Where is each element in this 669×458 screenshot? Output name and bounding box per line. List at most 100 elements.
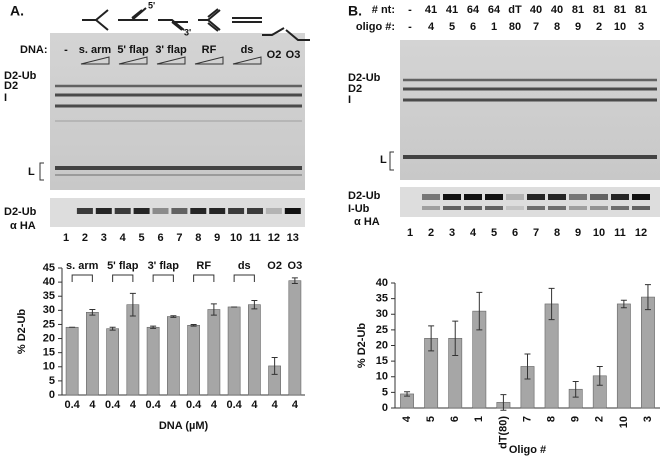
oligo-value: 8 bbox=[554, 21, 560, 33]
lane-number: 3 bbox=[101, 232, 107, 244]
lane-number: 10 bbox=[230, 232, 242, 244]
lane-number: 11 bbox=[249, 232, 261, 244]
blot-band bbox=[422, 206, 440, 210]
gel-label: D2-Ub bbox=[348, 72, 381, 84]
y-tick-label: 40 bbox=[376, 277, 388, 289]
group-label: 3' flap bbox=[148, 260, 180, 272]
bar bbox=[248, 304, 261, 396]
lane-number: 11 bbox=[614, 227, 626, 239]
x-tick-label: 4 bbox=[401, 415, 413, 422]
panel-label: A. bbox=[10, 3, 24, 19]
nt-value: 81 bbox=[614, 4, 626, 16]
group-bracket bbox=[193, 274, 215, 282]
oligo-value: 9 bbox=[575, 21, 581, 33]
oligo-value: 4 bbox=[428, 21, 435, 33]
dna-item: - bbox=[64, 44, 68, 56]
gel-a-bands bbox=[55, 84, 302, 176]
x-tick-label: 3 bbox=[642, 416, 654, 422]
x-tick-label: 0.4 bbox=[64, 399, 80, 411]
x-tick-label: 4 bbox=[170, 399, 177, 411]
group-label: RF bbox=[196, 260, 211, 272]
error-bar bbox=[291, 277, 298, 285]
lane-number: 8 bbox=[195, 232, 201, 244]
blot-band bbox=[152, 208, 169, 214]
error-bar bbox=[500, 394, 507, 411]
bar bbox=[65, 326, 79, 396]
lane-number: 2 bbox=[82, 232, 88, 244]
blot-band bbox=[569, 206, 587, 210]
lane-number: 12 bbox=[268, 232, 280, 244]
y-tick-label: 40 bbox=[43, 276, 55, 288]
lane-number: 3 bbox=[449, 227, 455, 239]
group-label: 5' flap bbox=[107, 260, 139, 272]
wedge bbox=[194, 56, 224, 65]
error-bar bbox=[129, 292, 136, 317]
error-bar bbox=[572, 380, 579, 398]
strand-label: 5' bbox=[148, 0, 155, 10]
nt-value: 41 bbox=[446, 4, 458, 16]
nt-value: 41 bbox=[425, 4, 437, 16]
error-bar bbox=[190, 323, 197, 327]
bar bbox=[616, 303, 631, 409]
lane-number: 5 bbox=[139, 232, 145, 244]
error-bar bbox=[109, 326, 116, 331]
group-label: O2 bbox=[267, 260, 282, 272]
wedge bbox=[118, 56, 148, 65]
error-bar bbox=[620, 299, 627, 309]
x-tick-label: 0.4 bbox=[226, 399, 242, 411]
blot-band bbox=[209, 208, 226, 214]
blot-label: α HA bbox=[10, 220, 36, 232]
oligo-value: 5 bbox=[449, 21, 455, 33]
lane-number: 4 bbox=[120, 232, 127, 244]
bar bbox=[187, 324, 201, 396]
blot-band bbox=[133, 208, 150, 214]
lane-number: 6 bbox=[157, 232, 163, 244]
lane-number: 13 bbox=[287, 232, 299, 244]
blot-band bbox=[464, 206, 482, 210]
gel-label: D2-Ub bbox=[4, 70, 37, 82]
y-axis-title: % D2-Ub bbox=[16, 309, 28, 355]
oligo-value: 10 bbox=[614, 21, 626, 33]
y-tick-label: 5 bbox=[49, 375, 55, 387]
y-tick-label: 45 bbox=[43, 262, 55, 274]
blot-band bbox=[485, 206, 503, 210]
blot-band bbox=[527, 206, 545, 210]
bar bbox=[126, 304, 140, 396]
group-bracket bbox=[233, 274, 255, 282]
blot-band bbox=[422, 194, 440, 200]
x-tick-label: 7 bbox=[521, 416, 533, 422]
blot-band bbox=[190, 208, 207, 214]
bar bbox=[106, 328, 120, 396]
lane-number: 5 bbox=[491, 227, 497, 239]
lane-number: 6 bbox=[512, 227, 518, 239]
panel-label: B. bbox=[348, 3, 362, 19]
lane-number: 8 bbox=[554, 227, 560, 239]
group-label: s. arm bbox=[66, 260, 99, 272]
bar bbox=[207, 309, 221, 396]
lane-number: 2 bbox=[428, 227, 434, 239]
blot-band bbox=[611, 194, 629, 200]
blot-band bbox=[548, 194, 566, 200]
x-tick-label: 4 bbox=[272, 399, 279, 411]
y-tick-label: 5 bbox=[382, 386, 388, 398]
y-tick-label: 0 bbox=[382, 402, 388, 414]
blot-band bbox=[114, 208, 131, 214]
y-tick-label: 35 bbox=[376, 293, 388, 305]
dna-item: 5' flap bbox=[117, 44, 149, 56]
bracket bbox=[39, 162, 44, 181]
nt-value: 64 bbox=[488, 4, 501, 16]
bar bbox=[641, 296, 655, 409]
blot-band bbox=[284, 208, 301, 214]
lane-number: 1 bbox=[63, 232, 69, 244]
dna-item: RF bbox=[202, 44, 217, 56]
error-bar bbox=[150, 325, 157, 329]
blot-band bbox=[95, 208, 112, 214]
oligo-value: 2 bbox=[596, 21, 602, 33]
dna-item: ds bbox=[241, 44, 254, 56]
error-bar bbox=[271, 356, 278, 375]
x-tick-label: 6 bbox=[449, 416, 461, 422]
error-bar bbox=[251, 299, 258, 310]
blot-label: D2-Ub bbox=[348, 190, 381, 202]
x-tick-label: 4 bbox=[211, 399, 218, 411]
gel-label: I bbox=[4, 92, 7, 104]
